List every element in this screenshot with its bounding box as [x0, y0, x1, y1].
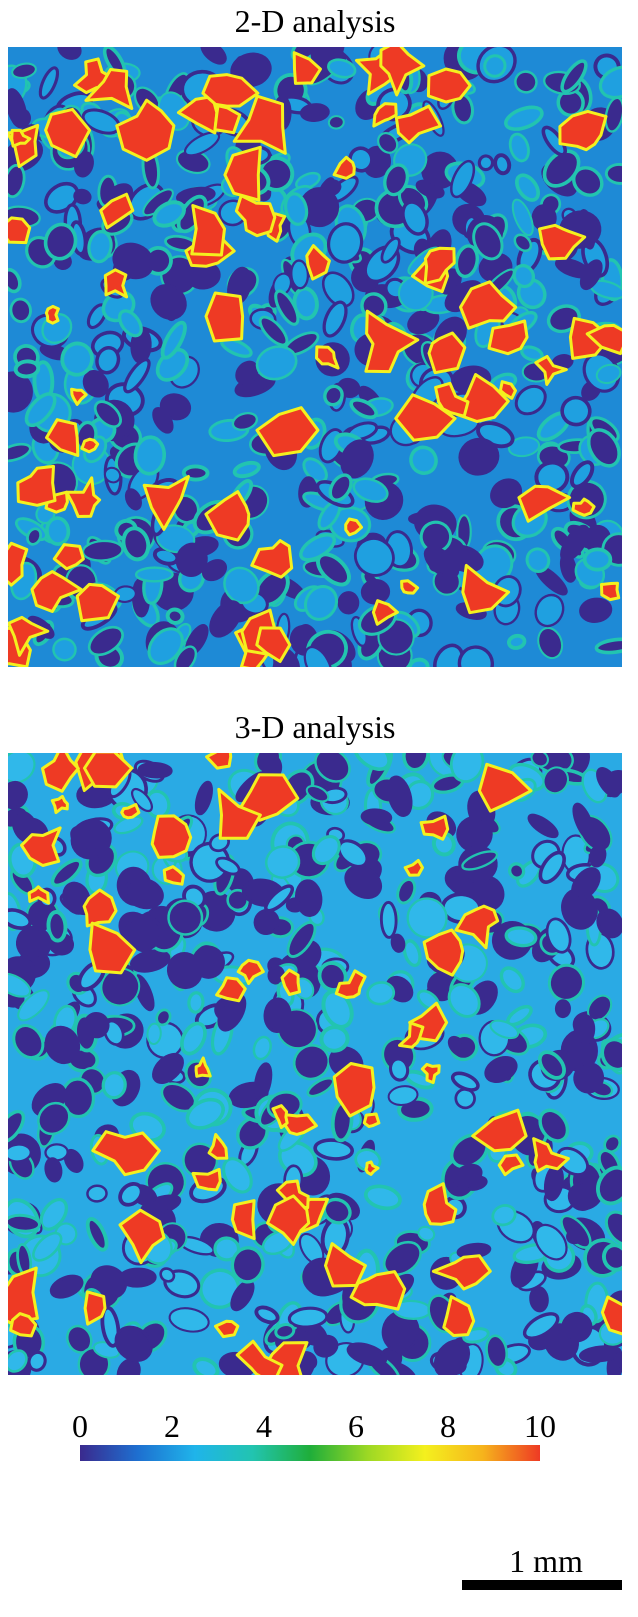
hot-spot: [364, 1114, 379, 1127]
grain: [361, 809, 391, 826]
grain: [606, 164, 634, 185]
scale-bar-label: 1 mm: [509, 1543, 583, 1579]
grain: [362, 580, 390, 604]
grain: [45, 1144, 68, 1161]
scale-bar: [462, 1580, 622, 1590]
hot-spot: [46, 306, 58, 323]
colorbar: 0 2 4 6 8 10: [72, 1408, 556, 1461]
grain: [5, 1144, 32, 1163]
colorbar-tick-label: 6: [348, 1408, 364, 1444]
grain: [409, 659, 428, 675]
grain: [287, 898, 303, 911]
heatmap-image: [0, 31, 638, 690]
grain: [530, 1287, 549, 1312]
heatmap-image: [0, 733, 638, 1399]
grain: [134, 436, 166, 475]
grain: [139, 763, 171, 777]
grain: [381, 902, 397, 937]
grain: [585, 549, 611, 569]
page: 2-D analysis 3-D analysis 0246810 1 mm (…: [0, 0, 638, 1612]
grain: [574, 1015, 595, 1045]
grain: [147, 1023, 162, 1044]
hot-spot: [152, 816, 191, 858]
grain: [556, 1001, 569, 1017]
colorbar-bar: [80, 1445, 540, 1461]
colorbar-tick-label: 10: [524, 1408, 556, 1444]
grain: [46, 517, 69, 545]
grain: [15, 360, 39, 377]
grain: [301, 104, 328, 121]
grain: [328, 116, 344, 130]
hot-spot: [105, 270, 126, 297]
grain: [87, 1185, 107, 1202]
colorbar-tick-label: 2: [164, 1408, 180, 1444]
grain: [47, 911, 66, 941]
colorbar-tick-label: 8: [440, 1408, 456, 1444]
grain: [508, 634, 526, 649]
panel-title: 2-D analysis: [235, 3, 396, 39]
grain: [264, 998, 291, 1032]
grain: [320, 1025, 349, 1052]
grain: [166, 608, 184, 625]
colorbar-tick-label: 0: [72, 1408, 88, 1444]
grain: [102, 1071, 127, 1099]
hot-spot: [0, 218, 30, 243]
grain: [339, 593, 357, 613]
panel-title: 3-D analysis: [235, 709, 396, 745]
hot-spot: [206, 293, 243, 341]
hot-spot: [82, 439, 98, 452]
grain: [188, 992, 204, 1013]
hot-spot: [602, 583, 619, 599]
grain: [479, 155, 494, 170]
grain: [136, 568, 173, 582]
grain: [290, 260, 308, 289]
grain: [120, 1269, 155, 1287]
figure: 2-D analysis 3-D analysis 0 2 4 6 8 10 1 mm: [0, 0, 638, 1612]
colorbar-tick-label: 4: [256, 1408, 272, 1444]
